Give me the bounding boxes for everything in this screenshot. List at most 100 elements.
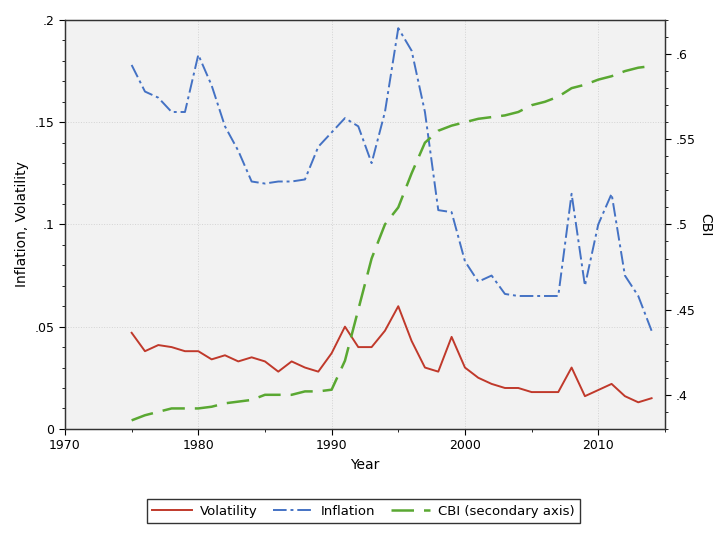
Inflation (394, 25, 403, 32)
Volatility (140, 348, 149, 354)
CBI (secondary axis) (127, 417, 136, 424)
Inflation (367, 160, 376, 166)
CBI (secondary axis) (314, 388, 323, 395)
Inflation (447, 209, 456, 216)
CBI (secondary axis) (394, 204, 403, 211)
CBI (secondary axis) (407, 170, 416, 177)
Inflation (260, 180, 269, 187)
Inflation (247, 178, 256, 185)
Volatility (554, 389, 563, 395)
CBI (secondary axis) (167, 405, 176, 411)
Volatility (581, 393, 590, 400)
CBI (secondary axis) (140, 412, 149, 418)
Inflation (634, 293, 643, 299)
Inflation (581, 282, 590, 289)
Volatility (474, 374, 483, 381)
CBI (secondary axis) (461, 119, 470, 125)
Volatility (421, 364, 430, 371)
Inflation (300, 176, 309, 182)
Inflation (474, 279, 483, 285)
Volatility (461, 364, 470, 371)
Inflation (607, 190, 616, 197)
X-axis label: Year: Year (350, 458, 379, 472)
Volatility (180, 348, 189, 354)
CBI (secondary axis) (594, 77, 603, 83)
CBI (secondary axis) (154, 409, 163, 415)
Volatility (380, 327, 389, 334)
Inflation (167, 109, 176, 115)
Y-axis label: CBI: CBI (698, 213, 712, 236)
Volatility (634, 399, 643, 406)
Volatility (354, 344, 363, 350)
CBI (secondary axis) (207, 403, 216, 410)
Inflation (194, 51, 203, 58)
CBI (secondary axis) (647, 63, 656, 69)
Inflation (434, 207, 443, 213)
Line: Volatility: Volatility (132, 306, 651, 402)
Inflation (541, 293, 550, 299)
Volatility (367, 344, 376, 350)
CBI (secondary axis) (287, 392, 296, 398)
Inflation (554, 293, 563, 299)
CBI (secondary axis) (367, 255, 376, 262)
CBI (secondary axis) (180, 405, 189, 411)
Inflation (287, 178, 296, 185)
CBI (secondary axis) (434, 127, 443, 134)
Inflation (274, 178, 283, 185)
CBI (secondary axis) (634, 65, 643, 71)
CBI (secondary axis) (354, 307, 363, 313)
Volatility (447, 334, 456, 340)
Inflation (234, 148, 243, 154)
CBI (secondary axis) (247, 397, 256, 403)
Inflation (354, 123, 363, 129)
CBI (secondary axis) (421, 140, 430, 146)
Volatility (501, 385, 510, 391)
CBI (secondary axis) (487, 114, 496, 120)
Volatility (300, 364, 309, 371)
Volatility (647, 395, 656, 401)
Volatility (287, 358, 296, 365)
Volatility (167, 344, 176, 350)
Volatility (220, 352, 229, 358)
CBI (secondary axis) (474, 116, 483, 122)
Inflation (594, 221, 603, 228)
Volatility (327, 350, 336, 356)
CBI (secondary axis) (541, 98, 550, 105)
Inflation (421, 109, 430, 115)
Inflation (647, 327, 656, 334)
Volatility (594, 387, 603, 393)
CBI (secondary axis) (621, 68, 630, 74)
CBI (secondary axis) (380, 221, 389, 228)
CBI (secondary axis) (340, 357, 349, 364)
CBI (secondary axis) (554, 94, 563, 100)
Y-axis label: Inflation, Volatility: Inflation, Volatility (15, 162, 29, 287)
CBI (secondary axis) (501, 112, 510, 119)
CBI (secondary axis) (220, 400, 229, 407)
Inflation (461, 258, 470, 264)
CBI (secondary axis) (260, 392, 269, 398)
Inflation (567, 190, 576, 197)
Inflation (340, 115, 349, 121)
Volatility (514, 385, 523, 391)
CBI (secondary axis) (527, 102, 536, 109)
Line: Inflation: Inflation (132, 28, 651, 331)
Inflation (407, 48, 416, 54)
Inflation (487, 272, 496, 279)
Volatility (541, 389, 550, 395)
Volatility (340, 324, 349, 330)
CBI (secondary axis) (581, 81, 590, 88)
CBI (secondary axis) (194, 405, 203, 411)
Inflation (327, 129, 336, 136)
CBI (secondary axis) (567, 85, 576, 91)
CBI (secondary axis) (274, 392, 283, 398)
CBI (secondary axis) (514, 109, 523, 115)
Volatility (234, 358, 243, 365)
Inflation (127, 62, 136, 68)
CBI (secondary axis) (234, 399, 243, 405)
Inflation (180, 109, 189, 115)
Volatility (487, 381, 496, 387)
Volatility (127, 330, 136, 336)
Inflation (527, 293, 536, 299)
Inflation (314, 143, 323, 150)
Inflation (154, 95, 163, 101)
